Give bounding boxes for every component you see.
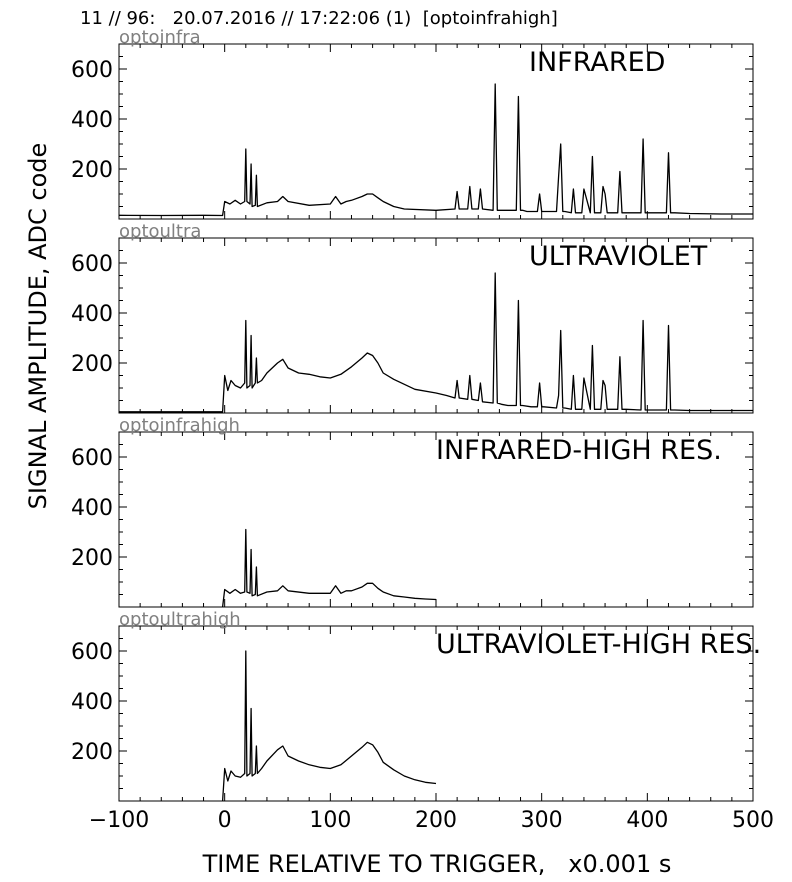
panel-title: INFRARED	[529, 47, 665, 78]
panel-optoultra: 200 400 600 optoultra ULTRAVIOLET	[71, 221, 754, 414]
x-tick-label: 200	[415, 808, 457, 833]
x-tick-label: −100	[89, 808, 149, 833]
x-tick-label: 500	[732, 808, 774, 833]
y-tick-label: 200	[71, 352, 113, 377]
y-tick-label: 200	[71, 158, 113, 183]
x-axis-label: TIME RELATIVE TO TRIGGER, x0.001 s	[202, 850, 672, 878]
panel-id-label: optoinfra	[119, 27, 201, 48]
x-tick-label: 300	[521, 808, 563, 833]
panel-optoinfra: 200 400 600 optoinfra INFRARED	[71, 27, 754, 220]
y-tick-label: 200	[71, 546, 113, 571]
series-line-optoultra	[119, 272, 753, 413]
panel-title: ULTRAVIOLET	[529, 241, 708, 272]
panel-title: ULTRAVIOLET-HIGH RES.	[436, 629, 761, 660]
y-tick-label: 400	[71, 690, 113, 715]
y-tick-label: 600	[71, 640, 113, 665]
y-tick-label: 600	[71, 252, 113, 277]
series-line-optoultrahigh	[221, 650, 437, 801]
y-tick-label: 600	[71, 446, 113, 471]
series-line-optoinfra	[119, 83, 753, 217]
y-tick-label: 400	[71, 108, 113, 133]
chart-header: 11 // 96: 20.07.2016 // 17:22:06 (1) [op…	[80, 8, 558, 29]
y-tick-label: 400	[71, 302, 113, 327]
panel-id-label: optoultrahigh	[119, 609, 241, 630]
y-tick-label: 600	[71, 58, 113, 83]
panel-title: INFRARED-HIGH RES.	[436, 435, 722, 466]
panel-id-label: optoultra	[119, 221, 201, 242]
panel-optoultrahigh: 200 400 600 optoultrahigh ULTRAVIOLET-HIGH R…	[71, 609, 761, 802]
y-tick-label: 200	[71, 740, 113, 765]
y-tick-label: 400	[71, 496, 113, 521]
series-line-optoinfrahigh	[221, 528, 437, 607]
x-tick-label: 400	[626, 808, 668, 833]
x-tick-label: 0	[218, 808, 232, 833]
panel-optoinfrahigh: 200 400 600 optoinfrahigh INFRARED-HIGH RES.	[71, 415, 754, 608]
panel-id-label: optoinfrahigh	[119, 415, 240, 436]
x-tick-label: 100	[309, 808, 351, 833]
